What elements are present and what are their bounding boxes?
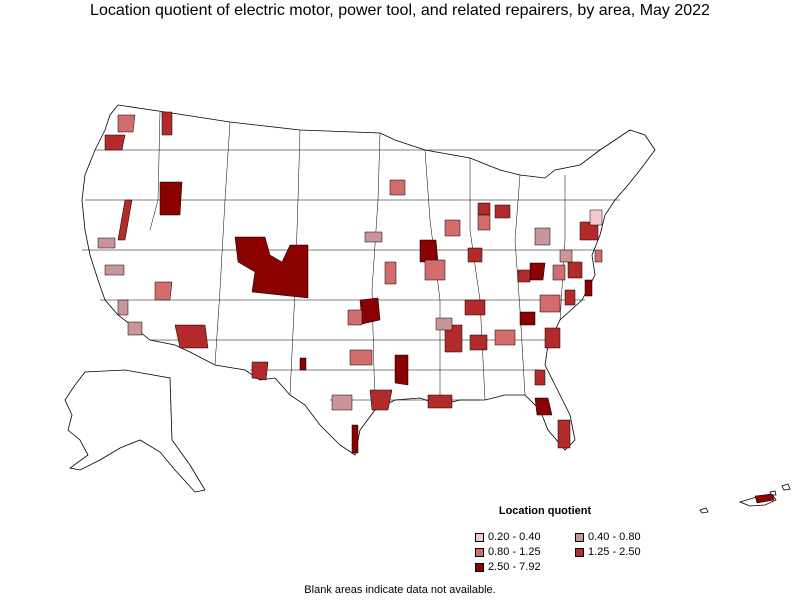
area-nevada — [117, 199, 133, 241]
area-illinois — [419, 239, 439, 263]
area-california-south — [117, 299, 129, 316]
area-california-central — [104, 264, 125, 276]
area-wisconsin — [444, 219, 461, 237]
area-arizona — [174, 324, 209, 349]
hawaii-island — [781, 483, 791, 491]
area-carolinas — [564, 289, 576, 306]
area-idaho — [159, 181, 183, 216]
area-alabama-gulf — [534, 369, 546, 386]
area-kentucky-2 — [517, 269, 531, 283]
map-outlines — [64, 104, 791, 514]
area-tennessee-2 — [464, 299, 486, 316]
legend-label: 0.80 - 1.25 — [488, 546, 541, 558]
area-arkansas — [359, 297, 381, 325]
area-kentucky — [529, 262, 546, 281]
area-florida-south — [557, 419, 571, 449]
area-west-texas — [299, 357, 307, 371]
area-minnesota — [389, 179, 406, 196]
area-oregon — [104, 134, 126, 151]
legend-swatch — [475, 562, 484, 572]
area-hawaii — [754, 493, 775, 504]
area-indiana — [467, 247, 483, 263]
area-missouri — [424, 259, 446, 281]
area-ohio — [494, 204, 511, 219]
area-south-carolina — [539, 294, 561, 313]
legend-item-0.40-0.80: 0.40 - 0.80 — [575, 530, 641, 544]
area-los-angeles — [127, 321, 143, 336]
legend-swatch — [575, 547, 584, 557]
legend-swatch — [475, 547, 484, 557]
area-mississippi-north — [435, 317, 453, 331]
area-iowa-2 — [364, 231, 383, 243]
area-new-york — [589, 209, 603, 226]
area-texas-central — [331, 394, 353, 411]
map-title: Location quotient of electric motor, pow… — [90, 2, 710, 19]
legend-title: Location quotient — [498, 505, 592, 517]
legend-label: 0.40 - 0.80 — [588, 531, 641, 543]
legend-label: 2.50 - 7.92 — [488, 561, 541, 573]
area-virginia-west — [552, 264, 566, 281]
area-kansas — [347, 309, 363, 326]
area-new-mexico — [251, 361, 269, 381]
legend-swatch — [575, 532, 584, 542]
area-ohio-2 — [477, 214, 491, 231]
area-michigan — [477, 202, 491, 216]
legend-item-0.80-1.25: 0.80 - 1.25 — [475, 545, 541, 559]
area-tennessee — [519, 311, 536, 326]
area-alabama — [469, 334, 488, 351]
legend-label: 1.25 - 2.50 — [588, 546, 641, 558]
area-texas-coast — [369, 389, 393, 411]
area-nevada-south — [154, 281, 173, 301]
area-oklahoma — [349, 349, 373, 366]
area-maryland — [567, 261, 583, 279]
area-washington-west — [117, 114, 136, 133]
legend-item-0.20-0.40: 0.20 - 0.40 — [475, 530, 541, 544]
alaska-outline — [64, 369, 206, 493]
area-virginia-east — [559, 249, 573, 263]
shaded-areas — [97, 111, 775, 504]
hawaii-island — [699, 507, 709, 514]
area-iowa — [384, 261, 397, 285]
area-georgia — [544, 327, 561, 349]
legend-item-1.25-2.50: 1.25 - 2.50 — [575, 545, 641, 559]
area-california-north — [97, 237, 116, 249]
area-mississippi — [444, 324, 463, 353]
area-washington — [161, 111, 173, 136]
footnote: Blank areas indicate data not available. — [304, 584, 496, 596]
legend-item-2.50-7.92: 2.50 - 7.92 — [475, 560, 541, 574]
legend-swatch — [475, 532, 484, 542]
area-wyoming-colorado-cluster — [234, 236, 309, 299]
legend-label: 0.20 - 0.40 — [488, 531, 541, 543]
area-florida — [534, 397, 553, 416]
area-louisiana — [394, 354, 409, 386]
area-texas-gulf — [351, 424, 359, 454]
area-virginia — [584, 279, 593, 297]
area-georgia-north — [494, 329, 516, 346]
area-west-virginia — [534, 227, 551, 246]
area-florida-panhandle — [427, 394, 453, 409]
area-new-jersey — [594, 249, 603, 263]
